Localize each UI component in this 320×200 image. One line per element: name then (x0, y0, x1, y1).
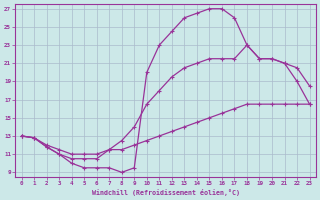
X-axis label: Windchill (Refroidissement éolien,°C): Windchill (Refroidissement éolien,°C) (92, 189, 240, 196)
